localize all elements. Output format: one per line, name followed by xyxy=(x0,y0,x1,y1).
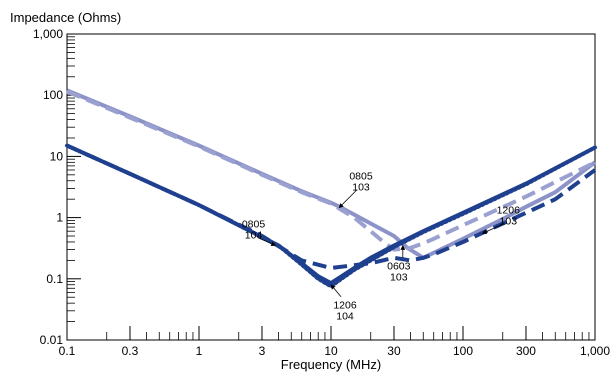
series-line-2 xyxy=(66,89,596,252)
annotation-label: 0603 xyxy=(387,261,411,273)
x-tick-label: 30 xyxy=(387,344,401,358)
minor-ticks xyxy=(67,36,590,340)
series-layer xyxy=(65,88,597,289)
x-tick-label: 0.1 xyxy=(59,344,76,358)
annotation-arrow xyxy=(481,223,505,234)
annotation-arrow xyxy=(330,284,342,297)
x-tick-label: 1 xyxy=(196,344,203,358)
major-ticks xyxy=(66,33,596,341)
x-tick-label: 0.3 xyxy=(122,344,139,358)
x-tick-label: 3 xyxy=(259,344,266,358)
x-axis-title: Frequency (MHz) xyxy=(281,357,381,372)
series-line-4 xyxy=(65,143,597,289)
annotation-label: 1206 xyxy=(497,204,521,216)
annotation-label: 103 xyxy=(390,272,408,284)
x-tick-label: 10 xyxy=(324,344,338,358)
series-line-5 xyxy=(66,143,597,270)
annotation-label: 1206 xyxy=(333,300,357,312)
y-tick-label: 100 xyxy=(43,88,63,102)
annotation-arrow xyxy=(338,189,358,209)
y-tick-labels: 0.01 0.1 1 10 100 1,000 xyxy=(33,27,63,347)
annotation-arrow xyxy=(257,237,276,246)
annotation-label: 103 xyxy=(500,215,518,227)
y-tick-label: 1 xyxy=(56,211,63,225)
y-axis-title: Impedance (Ohms) xyxy=(10,10,121,25)
series-line-1 xyxy=(66,88,597,260)
y-tick-label: 1,000 xyxy=(33,27,63,41)
annotation-label: 103 xyxy=(352,182,370,194)
x-tick-label: 300 xyxy=(516,344,536,358)
annotation-label: 104 xyxy=(245,230,263,242)
y-tick-label: 0.01 xyxy=(40,333,64,347)
y-tick-label: 10 xyxy=(50,149,64,163)
y-tick-label: 0.1 xyxy=(46,272,63,286)
annotation-label: 0805 xyxy=(349,171,373,183)
x-tick-labels: 0.1 0.3 1 3 10 30 100 300 1,000 xyxy=(59,344,611,358)
x-tick-label: 1,000 xyxy=(580,344,610,358)
annotation-label: 104 xyxy=(336,311,354,323)
annotation-label: 0805 xyxy=(242,219,266,231)
x-tick-label: 100 xyxy=(453,344,473,358)
